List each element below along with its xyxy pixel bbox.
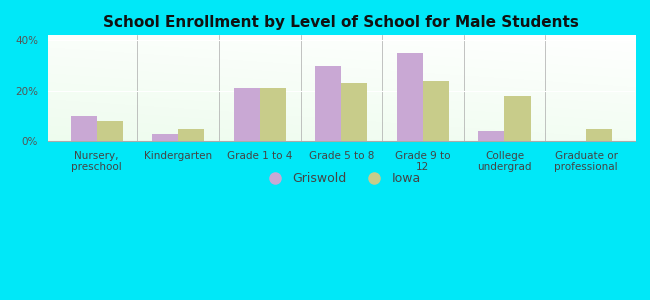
Title: School Enrollment by Level of School for Male Students: School Enrollment by Level of School for… (103, 15, 579, 30)
Bar (152, 134, 178, 141)
Bar (397, 53, 423, 141)
Bar (234, 88, 260, 141)
Bar (504, 96, 530, 141)
Bar (97, 121, 123, 141)
Bar (423, 81, 449, 141)
Bar (341, 83, 367, 141)
Bar (315, 66, 341, 141)
Bar (260, 88, 286, 141)
Bar (178, 128, 204, 141)
Bar (478, 131, 504, 141)
Bar (586, 128, 612, 141)
Legend: Griswold, Iowa: Griswold, Iowa (257, 167, 426, 190)
Bar (71, 116, 97, 141)
